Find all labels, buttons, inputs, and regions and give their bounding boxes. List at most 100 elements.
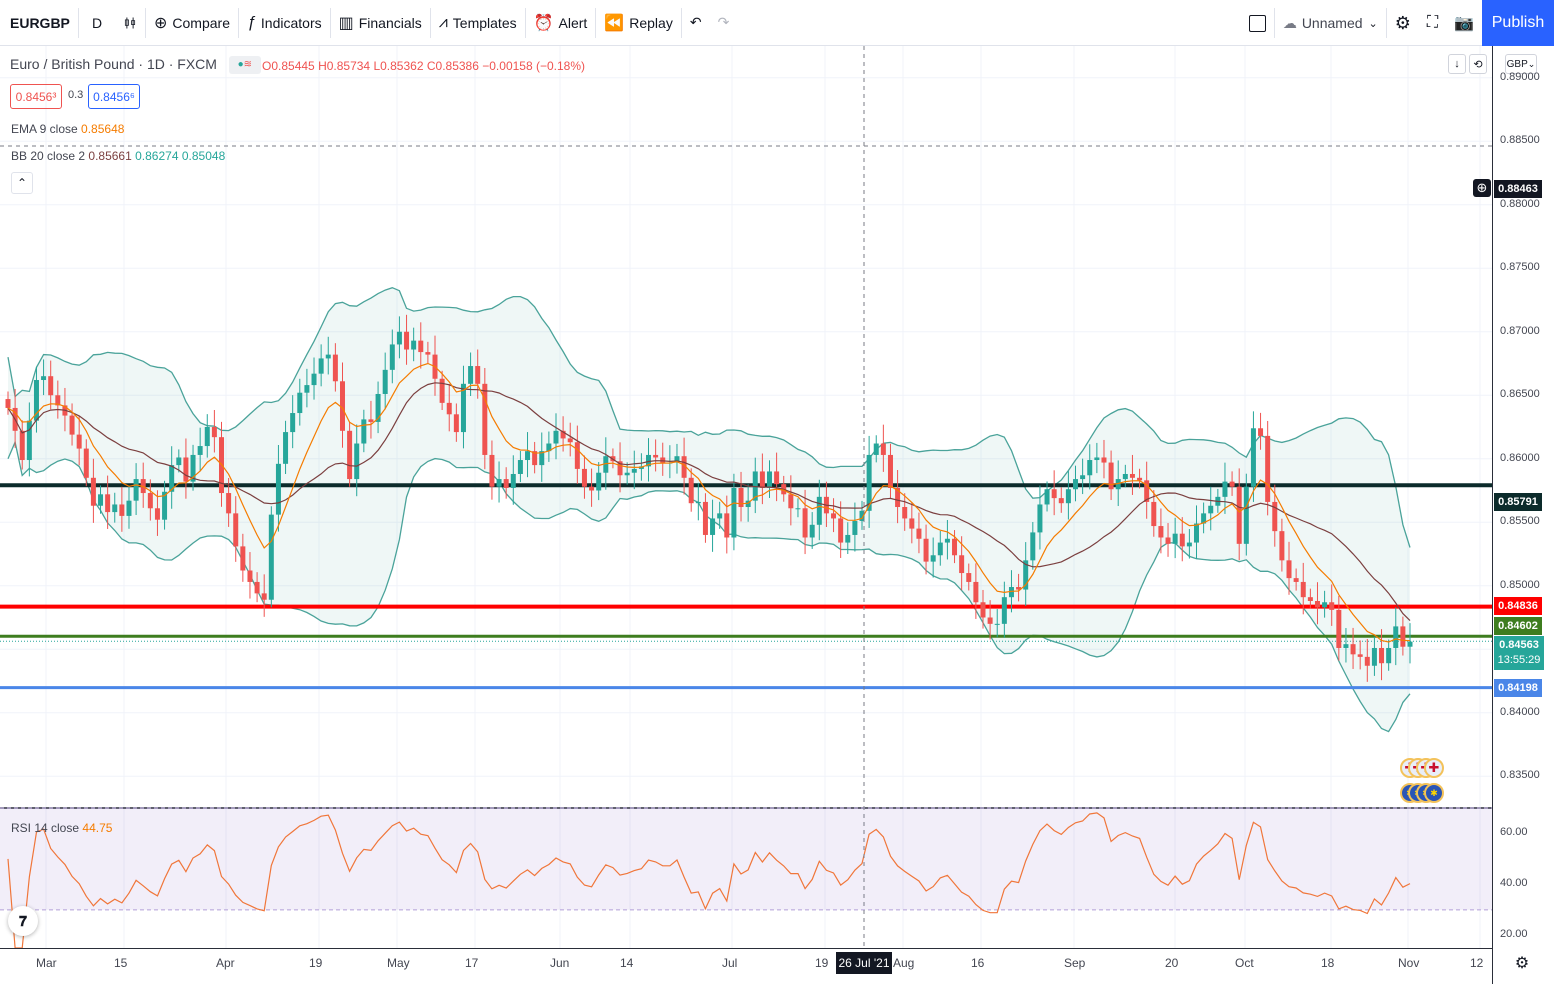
candle-up xyxy=(1001,597,1007,624)
settings-button[interactable]: ⚙ xyxy=(1387,0,1419,46)
candle-down xyxy=(1307,597,1313,601)
candle-up xyxy=(1243,486,1249,544)
candle-up xyxy=(596,472,602,491)
undo-button[interactable]: ↶ xyxy=(682,0,710,46)
level-black-label: 0.85791 xyxy=(1494,493,1542,511)
rsi-value: 44.75 xyxy=(82,821,113,835)
candle-down xyxy=(1144,480,1150,502)
tradingview-logo[interactable]: 𝟕 xyxy=(8,906,38,936)
candle-down xyxy=(347,430,353,480)
alert-button[interactable]: ⏰ Alert xyxy=(526,0,596,46)
rsi-tick-label: 60.00 xyxy=(1500,826,1528,839)
compare-button[interactable]: ⊕ Compare xyxy=(146,0,238,46)
candle-down xyxy=(724,513,730,538)
legend-dot[interactable]: ●≋ xyxy=(228,56,261,75)
candle-up xyxy=(994,623,1000,625)
price-tick-label: 0.86500 xyxy=(1500,388,1540,401)
bb-legend[interactable]: BB 20 close 2 0.85661 0.86274 0.85048 xyxy=(11,149,225,163)
candle-up xyxy=(1122,473,1128,480)
time-axis[interactable] xyxy=(0,948,1492,984)
candle-down xyxy=(653,454,659,458)
redo-button[interactable]: ↷ xyxy=(710,0,738,46)
download-button[interactable]: ↓ xyxy=(1448,54,1466,74)
candle-up xyxy=(1222,481,1228,497)
layout-square-button[interactable] xyxy=(1241,0,1274,46)
spread-value: 0.3 xyxy=(68,89,84,101)
candle-up xyxy=(204,427,210,447)
candle-down xyxy=(1016,587,1022,590)
candle-up xyxy=(1030,532,1036,561)
candle-down xyxy=(660,457,666,463)
ema-legend[interactable]: EMA 9 close 0.85648 xyxy=(11,122,124,136)
toolbar-right: ☁ Unnamed ⌄ ⚙ ⛶ 📷 xyxy=(1241,0,1482,46)
candle-up xyxy=(1008,587,1014,598)
candle-down xyxy=(838,518,844,543)
candle-up xyxy=(1115,479,1121,490)
time-tick-label: 19 xyxy=(815,956,829,970)
price-tick-label: 0.83500 xyxy=(1500,769,1540,782)
price-scale[interactable] xyxy=(1492,46,1554,984)
candle-down xyxy=(489,454,495,487)
candle-up xyxy=(1407,641,1413,647)
refresh-icon: ⟲ xyxy=(1473,58,1483,71)
sync-button[interactable]: ⟲ xyxy=(1469,54,1487,74)
square-icon xyxy=(1248,14,1266,32)
candle-up xyxy=(496,479,502,487)
candle-up xyxy=(539,451,545,466)
alarm-clock-icon: ⏰ xyxy=(533,14,554,32)
candle-down xyxy=(90,477,96,506)
axis-settings-button[interactable]: ⚙ xyxy=(1510,952,1534,974)
buy-button[interactable]: 0.8456⁶ xyxy=(88,84,140,109)
chart-canvas[interactable] xyxy=(0,46,1492,948)
candle-down xyxy=(482,383,488,455)
candle-down xyxy=(233,513,239,547)
time-tick-label: Nov xyxy=(1398,956,1420,970)
main-legend: Euro / British Pound · 1D · FXCM ●≋ xyxy=(10,56,261,75)
symbol-search-button[interactable]: EURGBP xyxy=(10,14,70,31)
collapse-legend-button[interactable]: ⌃ xyxy=(11,172,33,194)
interval-button[interactable]: D xyxy=(91,14,103,31)
bb-label: BB 20 close 2 xyxy=(11,149,86,163)
candle-up xyxy=(1193,523,1199,543)
candle-up xyxy=(112,504,118,513)
templates-button[interactable]: ⩘ Templates xyxy=(431,0,525,46)
price-tick-label: 0.88500 xyxy=(1500,134,1540,147)
candle-up xyxy=(304,385,310,393)
candle-down xyxy=(1051,489,1057,499)
candle-up xyxy=(275,463,281,515)
events-markers[interactable]: ✚ ✚ ✚ ✚ ✱ ✱ ✱ ✱ xyxy=(1398,756,1450,806)
publish-button[interactable]: Publish xyxy=(1482,0,1554,46)
rsi-pane xyxy=(0,807,1492,948)
candle-up xyxy=(1172,533,1178,544)
crosshair-date-label: 26 Jul '21 xyxy=(836,952,892,974)
candle-down xyxy=(154,508,160,520)
candle-up xyxy=(268,514,274,600)
legend-title[interactable]: Euro / British Pound · 1D · FXCM xyxy=(10,56,217,72)
bb-fill xyxy=(8,287,1410,732)
replay-button[interactable]: ⏪ Replay xyxy=(596,0,681,46)
rsi-legend[interactable]: RSI 14 close 44.75 xyxy=(11,821,112,835)
indicators-button[interactable]: ƒ Indicators xyxy=(239,0,330,46)
candle-down xyxy=(503,479,509,488)
candle-down xyxy=(1293,578,1299,582)
candle-up xyxy=(795,508,801,510)
candle-up xyxy=(745,500,751,508)
candle-up xyxy=(525,451,531,461)
gear-icon: ⚙ xyxy=(1514,955,1530,972)
candle-up xyxy=(937,542,943,556)
candle-down xyxy=(1258,428,1264,436)
currency-selector[interactable]: GBP ⌄ xyxy=(1505,54,1537,74)
toolbar-divider xyxy=(145,7,146,38)
sell-button[interactable]: 0.8456³ xyxy=(10,84,62,109)
snapshot-button[interactable]: 📷 xyxy=(1446,0,1482,46)
candle-up xyxy=(510,473,516,488)
currency-label: GBP xyxy=(1506,58,1528,70)
candle-down xyxy=(1272,501,1278,532)
fullscreen-button[interactable]: ⛶ xyxy=(1419,0,1446,46)
candle-down xyxy=(1101,457,1107,463)
financials-button[interactable]: ▥ Financials xyxy=(331,0,430,46)
ema-label: EMA 9 close xyxy=(11,122,78,136)
add-alert-plus-button[interactable]: ⊕ xyxy=(1473,179,1491,197)
chart-type-button[interactable] xyxy=(115,0,145,46)
layout-name-dropdown[interactable]: ☁ Unnamed ⌄ xyxy=(1275,0,1386,46)
